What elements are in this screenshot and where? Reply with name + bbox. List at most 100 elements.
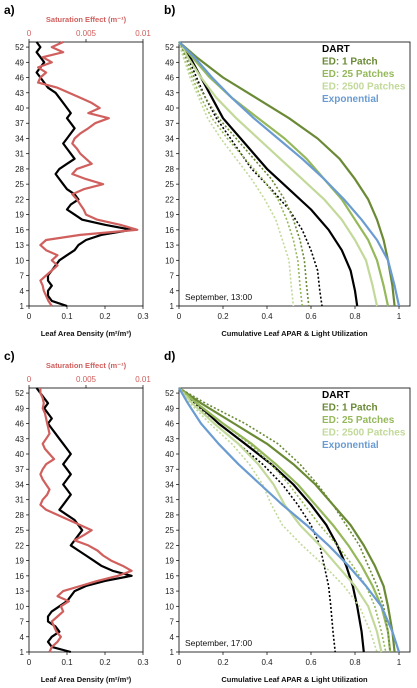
- x-tick-label: 0.2: [99, 658, 111, 667]
- panel-label-c: c): [4, 349, 15, 363]
- y-tick-label: 40: [165, 450, 174, 459]
- x-tick-label: 1: [397, 312, 402, 321]
- series-line-b-4: [178, 41, 379, 307]
- y-tick-label: 1: [20, 302, 25, 311]
- x-tick-label: 0.3: [137, 658, 149, 667]
- y-tick-label: 1: [170, 302, 175, 311]
- y-tick-label: 1: [170, 648, 175, 657]
- y-tick-label: 10: [15, 602, 24, 611]
- y-tick-label: 4: [170, 633, 175, 642]
- y-tick-label: 13: [165, 241, 174, 250]
- x-tick-label: 0.1: [61, 658, 73, 667]
- y-tick-label: 31: [165, 150, 174, 159]
- y-tick-label: 25: [165, 526, 174, 535]
- y-tick-label: 10: [15, 256, 24, 265]
- y-tick-label: 37: [15, 465, 24, 474]
- y-tick-label: 25: [165, 180, 174, 189]
- y-tick-label: 7: [170, 272, 175, 281]
- y-tick-label: 16: [15, 226, 24, 235]
- y-tick-label: 25: [15, 526, 24, 535]
- x-tick-label: 0.3: [137, 312, 149, 321]
- x-axis-title: Cumulative Leaf APAR & Light Utilization: [221, 675, 368, 684]
- y-tick-label: 10: [165, 256, 174, 265]
- annotation-text: September, 13:00: [185, 292, 252, 302]
- x-tick-label: 0.2: [217, 312, 229, 321]
- series-line-d-8: [178, 387, 401, 653]
- x2-axis-title: Saturation Effect (m⁻¹): [46, 15, 127, 24]
- y-tick-label: 49: [165, 58, 174, 67]
- x-axis-title: Cumulative Leaf APAR & Light Utilization: [221, 329, 368, 338]
- y-tick-label: 49: [15, 58, 24, 67]
- legend-entry: ED: 25 Patches: [322, 69, 395, 80]
- series-line-c-1: [39, 388, 133, 653]
- y-tick-label: 34: [15, 480, 24, 489]
- y-tick-label: 28: [165, 165, 174, 174]
- y-tick-label: 52: [165, 389, 174, 398]
- x-tick-label: 0.8: [349, 312, 361, 321]
- series-line-b-6: [178, 41, 303, 307]
- y-tick-label: 28: [15, 165, 24, 174]
- y-tick-label: 46: [165, 420, 174, 429]
- x-axis-title: Leaf Area Density (m²/m³): [41, 675, 132, 684]
- y-tick-label: 16: [165, 226, 174, 235]
- x-tick-label: 1: [397, 658, 402, 667]
- plot-frame-c: [28, 387, 144, 653]
- y-tick-label: 7: [170, 618, 175, 627]
- y-tick-label: 22: [165, 541, 174, 550]
- y-tick-label: 4: [170, 287, 175, 296]
- y-tick-label: 37: [165, 119, 174, 128]
- series-line-d-1: [178, 387, 336, 653]
- y-tick-label: 7: [20, 618, 25, 627]
- legend-entry: Exponential: [322, 94, 379, 105]
- x-tick-label: 0: [177, 658, 182, 667]
- series-line-a-0: [35, 41, 133, 308]
- y-tick-label: 13: [165, 587, 174, 596]
- y-tick-label: 40: [165, 104, 174, 113]
- y-tick-label: 52: [15, 43, 24, 52]
- y-tick-label: 40: [15, 104, 24, 113]
- x-tick-label: 0.6: [305, 658, 317, 667]
- series-line-d-5: [178, 387, 391, 653]
- y-tick-label: 10: [165, 602, 174, 611]
- y-tick-label: 43: [15, 435, 24, 444]
- y-tick-label: 37: [15, 119, 24, 128]
- y-tick-label: 34: [165, 480, 174, 489]
- y-tick-label: 22: [15, 195, 24, 204]
- y-tick-label: 4: [20, 633, 25, 642]
- series-line-b-3: [178, 41, 390, 307]
- y-tick-label: 52: [165, 43, 174, 52]
- y-tick-label: 52: [15, 389, 24, 398]
- legend-entry: DART: [322, 390, 350, 401]
- y-tick-label: 31: [15, 496, 24, 505]
- x-tick-label: 0.2: [99, 312, 111, 321]
- series-line-b-1: [178, 41, 323, 307]
- x2-tick-label: 0.005: [76, 375, 97, 384]
- y-tick-label: 43: [165, 89, 174, 98]
- series-line-d-4: [178, 387, 383, 653]
- y-tick-label: 19: [165, 211, 174, 220]
- x2-tick-label: 0: [27, 375, 32, 384]
- annotation-text: September, 17:00: [185, 638, 252, 648]
- y-tick-label: 43: [15, 89, 24, 98]
- legend-entry: ED: 2500 Patches: [322, 428, 406, 439]
- series-line-b-5: [178, 41, 310, 307]
- y-tick-label: 34: [165, 134, 174, 143]
- y-tick-label: 19: [165, 557, 174, 566]
- x-tick-label: 0: [177, 312, 182, 321]
- y-tick-label: 37: [165, 465, 174, 474]
- plot-frame-a: [28, 41, 144, 307]
- legend-entry: ED: 1 Patch: [322, 57, 378, 68]
- x2-tick-label: 0.005: [76, 29, 97, 38]
- y-tick-label: 16: [15, 572, 24, 581]
- series-line-d-2: [178, 387, 396, 653]
- legend-entry: ED: 25 Patches: [322, 415, 395, 426]
- y-tick-label: 40: [15, 450, 24, 459]
- y-tick-label: 4: [20, 287, 25, 296]
- legend-entry: DART: [322, 44, 350, 55]
- y-tick-label: 49: [165, 404, 174, 413]
- y-tick-label: 46: [15, 74, 24, 83]
- x-tick-label: 0.4: [261, 658, 273, 667]
- series-line-b-8: [178, 41, 401, 307]
- x2-axis-title: Saturation Effect (m⁻¹): [46, 361, 127, 370]
- y-tick-label: 22: [15, 541, 24, 550]
